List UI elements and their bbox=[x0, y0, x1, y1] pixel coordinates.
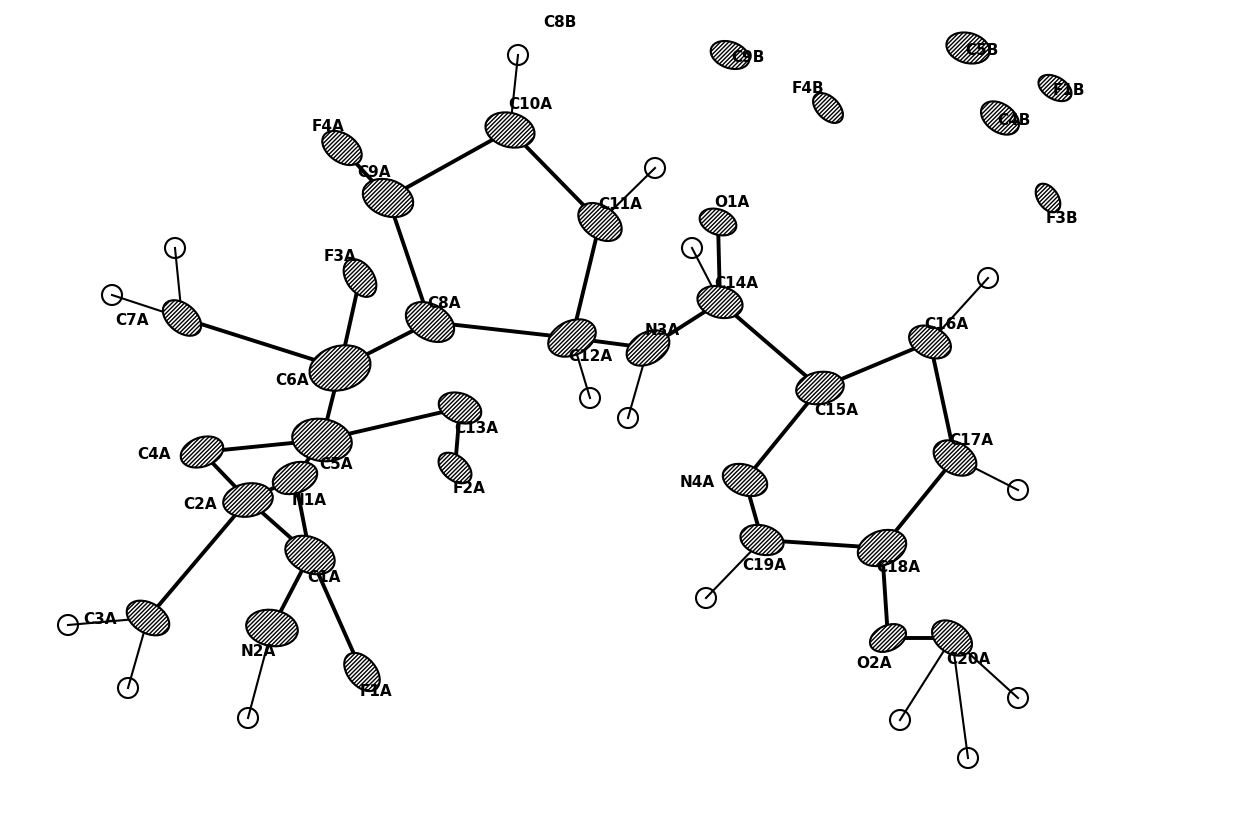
Ellipse shape bbox=[626, 330, 670, 365]
Text: C5B: C5B bbox=[965, 43, 998, 58]
Text: O2A: O2A bbox=[857, 657, 892, 672]
Text: C18A: C18A bbox=[875, 560, 920, 575]
Text: C4B: C4B bbox=[997, 113, 1030, 128]
Text: C17A: C17A bbox=[949, 433, 993, 448]
Ellipse shape bbox=[322, 131, 362, 165]
Ellipse shape bbox=[293, 419, 352, 462]
Ellipse shape bbox=[711, 41, 749, 69]
Text: C9A: C9A bbox=[357, 165, 391, 179]
Text: F4A: F4A bbox=[311, 119, 345, 133]
Text: C16A: C16A bbox=[924, 317, 968, 332]
Ellipse shape bbox=[363, 179, 413, 217]
Ellipse shape bbox=[932, 621, 972, 656]
Ellipse shape bbox=[485, 113, 534, 147]
Ellipse shape bbox=[981, 101, 1019, 135]
Ellipse shape bbox=[181, 436, 223, 467]
Text: C15A: C15A bbox=[813, 402, 858, 417]
Ellipse shape bbox=[439, 393, 481, 424]
Text: C19A: C19A bbox=[742, 559, 786, 574]
Ellipse shape bbox=[813, 93, 843, 123]
Text: C13A: C13A bbox=[454, 421, 498, 435]
Ellipse shape bbox=[439, 453, 471, 483]
Ellipse shape bbox=[247, 610, 298, 646]
Text: C6A: C6A bbox=[275, 373, 309, 388]
Text: C2A: C2A bbox=[184, 496, 217, 512]
Text: C10A: C10A bbox=[508, 96, 552, 111]
Text: F2A: F2A bbox=[453, 481, 485, 495]
Ellipse shape bbox=[345, 653, 379, 691]
Ellipse shape bbox=[796, 372, 843, 404]
Ellipse shape bbox=[578, 203, 621, 241]
Ellipse shape bbox=[223, 483, 273, 517]
Ellipse shape bbox=[285, 536, 335, 574]
Text: C8B: C8B bbox=[543, 15, 577, 30]
Text: N3A: N3A bbox=[645, 323, 680, 337]
Text: F3B: F3B bbox=[1045, 211, 1079, 226]
Ellipse shape bbox=[946, 32, 990, 63]
Ellipse shape bbox=[310, 346, 371, 391]
Ellipse shape bbox=[870, 624, 906, 652]
Text: C14A: C14A bbox=[714, 277, 758, 291]
Text: C9B: C9B bbox=[732, 49, 765, 64]
Text: C11A: C11A bbox=[598, 197, 642, 212]
Text: C4A: C4A bbox=[138, 447, 171, 462]
Text: F3A: F3A bbox=[324, 249, 356, 263]
Text: F1A: F1A bbox=[360, 685, 392, 700]
Text: C20A: C20A bbox=[946, 653, 990, 667]
Text: C3A: C3A bbox=[83, 612, 117, 627]
Text: C5A: C5A bbox=[319, 457, 352, 472]
Text: C12A: C12A bbox=[568, 348, 613, 364]
Text: N2A: N2A bbox=[241, 644, 275, 659]
Ellipse shape bbox=[723, 464, 768, 496]
Text: F4B: F4B bbox=[791, 81, 825, 95]
Text: C8A: C8A bbox=[428, 296, 461, 311]
Ellipse shape bbox=[126, 601, 170, 635]
Text: F1B: F1B bbox=[1053, 82, 1085, 97]
Text: C7A: C7A bbox=[115, 313, 149, 328]
Text: N4A: N4A bbox=[680, 475, 714, 490]
Ellipse shape bbox=[273, 462, 317, 494]
Ellipse shape bbox=[343, 259, 377, 297]
Ellipse shape bbox=[405, 302, 454, 342]
Ellipse shape bbox=[1035, 184, 1060, 212]
Ellipse shape bbox=[697, 286, 743, 319]
Ellipse shape bbox=[1038, 75, 1071, 101]
Ellipse shape bbox=[740, 525, 784, 556]
Text: O1A: O1A bbox=[714, 194, 750, 210]
Ellipse shape bbox=[548, 319, 595, 356]
Ellipse shape bbox=[699, 208, 737, 235]
Text: N1A: N1A bbox=[291, 492, 326, 508]
Ellipse shape bbox=[909, 326, 951, 359]
Ellipse shape bbox=[162, 300, 201, 336]
Ellipse shape bbox=[858, 530, 906, 566]
Text: C1A: C1A bbox=[308, 570, 341, 584]
Ellipse shape bbox=[934, 440, 976, 476]
